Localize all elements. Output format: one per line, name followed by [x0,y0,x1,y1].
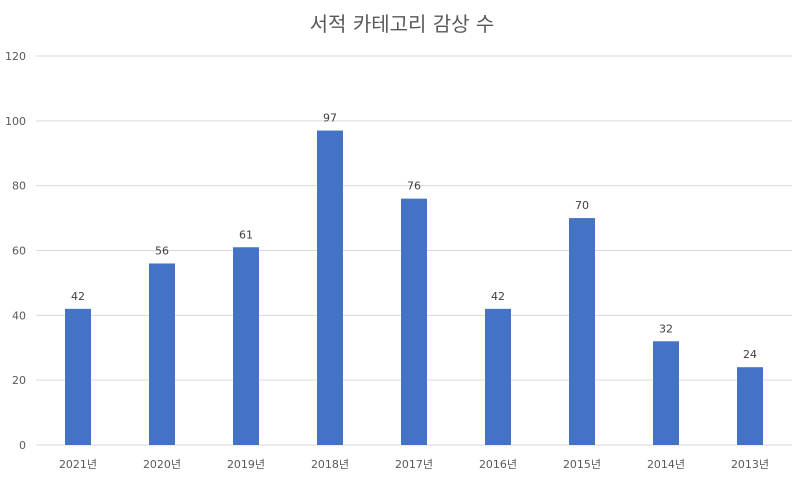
data-label: 24 [743,348,757,361]
bar [485,308,511,445]
bar [233,247,259,445]
x-tick-label: 2018년 [311,458,349,471]
data-label: 76 [407,180,421,193]
x-tick-label: 2021년 [59,458,97,471]
x-tick-label: 2016년 [479,458,517,471]
x-tick-label: 2020년 [143,458,181,471]
y-tick-label: 20 [12,374,26,387]
bar [65,308,91,445]
y-tick-label: 120 [5,50,26,63]
x-tick-label: 2013년 [731,458,769,471]
bar [317,130,343,445]
x-tick-label: 2019년 [227,458,265,471]
bar [401,198,427,445]
y-tick-label: 100 [5,115,26,128]
data-label: 56 [155,244,169,257]
data-label: 70 [575,199,589,212]
bar [653,341,679,445]
y-tick-label: 60 [12,245,26,258]
y-tick-label: 40 [12,309,26,322]
bar [569,218,595,445]
data-label: 32 [659,322,673,335]
x-tick-label: 2014년 [647,458,685,471]
x-tick-label: 2015년 [563,458,601,471]
bar [737,367,763,445]
y-tick-label: 0 [19,439,26,452]
y-tick-label: 80 [12,180,26,193]
chart-title: 서적 카테고리 감상 수 [309,12,495,36]
bar [149,263,175,445]
data-label: 42 [491,290,505,303]
data-label: 97 [323,112,337,125]
data-label: 61 [239,228,253,241]
x-tick-label: 2017년 [395,458,433,471]
data-label: 42 [71,290,85,303]
